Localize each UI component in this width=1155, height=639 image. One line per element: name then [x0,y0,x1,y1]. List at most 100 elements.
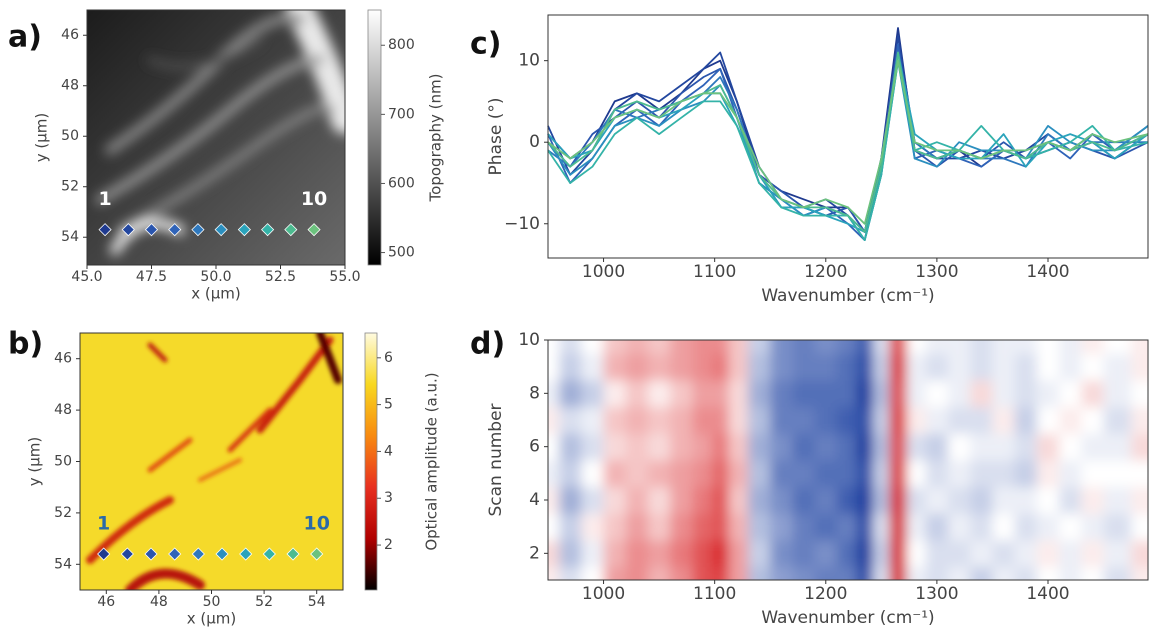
heatmap-cell [1081,566,1105,580]
x-tick-label: 1300 [915,584,958,604]
heatmap-cell [603,486,627,514]
plot-frame [547,339,1149,581]
x-axis-label: x (µm) [191,285,241,303]
heatmap-cell [1036,433,1060,461]
scan-point [215,547,229,561]
x-tick-label: 52 [255,594,273,610]
heatmap-cell [925,433,949,461]
y-tick-label: 48 [54,402,72,418]
heatmap-cell [992,513,1016,541]
point-annotation: 10 [303,513,329,535]
heatmap-cell [748,540,771,568]
heatmap-cell [603,406,627,434]
heatmap-cell [889,566,907,580]
scan-point [286,547,300,561]
colorbar-tick-label: 800 [388,37,415,53]
heatmap-cell [1036,486,1060,514]
heatmap-cell [836,380,857,408]
heatmap-cell [970,566,993,580]
heatmap-cell [814,380,838,408]
heatmap-cell [856,486,874,514]
x-tick-label: 1000 [582,584,625,604]
x-tick-label: 52.5 [265,269,296,285]
heatmap-cell [856,380,874,408]
heatmap-cell [970,340,993,354]
colorbar-tick-label: 4 [384,443,393,459]
heatmap-cell [748,486,771,514]
heatmap-cell [648,406,671,434]
heatmap-cell [1059,433,1082,461]
heatmap-cell [1081,340,1105,354]
heatmap-cell [1103,513,1132,541]
heatmap-cell [1103,380,1132,408]
panel-label: c) [470,27,502,62]
heatmap-cell [889,380,907,408]
heatmap-cell [1081,513,1105,541]
heatmap-cell [603,540,627,568]
heatmap-cell [925,340,949,354]
heatmap-cell [948,540,971,568]
heatmap-cell [856,340,874,354]
heatmap-cell [814,486,838,514]
heatmap-cell [711,353,730,381]
heatmap-cell [728,460,749,488]
heatmap-cell [648,433,671,461]
scan-point [191,223,205,237]
y-tick-label: 50 [54,454,72,470]
heatmap-cell [603,380,627,408]
heatmap-cell [1103,566,1132,580]
heatmap-cell [1081,353,1105,381]
heatmap-cell [1014,513,1038,541]
heatmap-cell [992,353,1016,381]
heatmap-cell [873,513,891,541]
heatmap-cell [1014,353,1038,381]
heatmap-cell [1059,540,1082,568]
heatmap-cell [625,353,649,381]
phase-line [547,27,1149,233]
heatmap-cell [548,486,560,514]
heatmap-cell [692,380,713,408]
heatmap-cell [889,433,907,461]
plot-area [547,27,1149,241]
heatmap-cell [1036,340,1060,354]
heatmap-cell [770,486,793,514]
heatmap-cell [1131,513,1148,541]
heatmap-cell [836,340,857,354]
heatmap-cell [692,406,713,434]
point-annotation: 1 [98,188,111,210]
heatmap-cell [873,433,891,461]
heatmap-cell [603,433,627,461]
heatmap-cell [670,340,693,354]
heatmap-cell [814,566,838,580]
heatmap-cell [970,406,993,434]
heatmap-cell [836,460,857,488]
heatmap-cell [992,460,1016,488]
x-tick-label: 55.0 [329,269,360,285]
heatmap-cell [948,433,971,461]
heatmap-cell [792,380,816,408]
point-annotation: 10 [301,188,327,210]
x-tick-label: 1300 [915,262,958,282]
y-axis-label: y (µm) [26,437,44,487]
heatmap-cell [670,460,693,488]
heatmap-cell [559,460,582,488]
scan-point [120,547,134,561]
scan-point [121,223,135,237]
heatmap-cell [728,566,749,580]
heatmap-cell [770,566,793,580]
heatmap-cell [889,340,907,354]
x-tick-label: 1000 [582,262,625,282]
heatmap-cell [692,340,713,354]
heatmap-cell [625,540,649,568]
heatmap-cell [559,566,582,580]
heatmap-cell [603,513,627,541]
heatmap-cell [692,540,713,568]
heatmap-cell [692,433,713,461]
colorbar-tick-label: 700 [388,106,415,122]
heatmap-cell [1131,460,1148,488]
x-tick-label: 46 [97,594,115,610]
heatmap-cell [581,486,605,514]
heatmap-cell [856,540,874,568]
heatmap-cell [889,513,907,541]
heatmap-cell [889,460,907,488]
